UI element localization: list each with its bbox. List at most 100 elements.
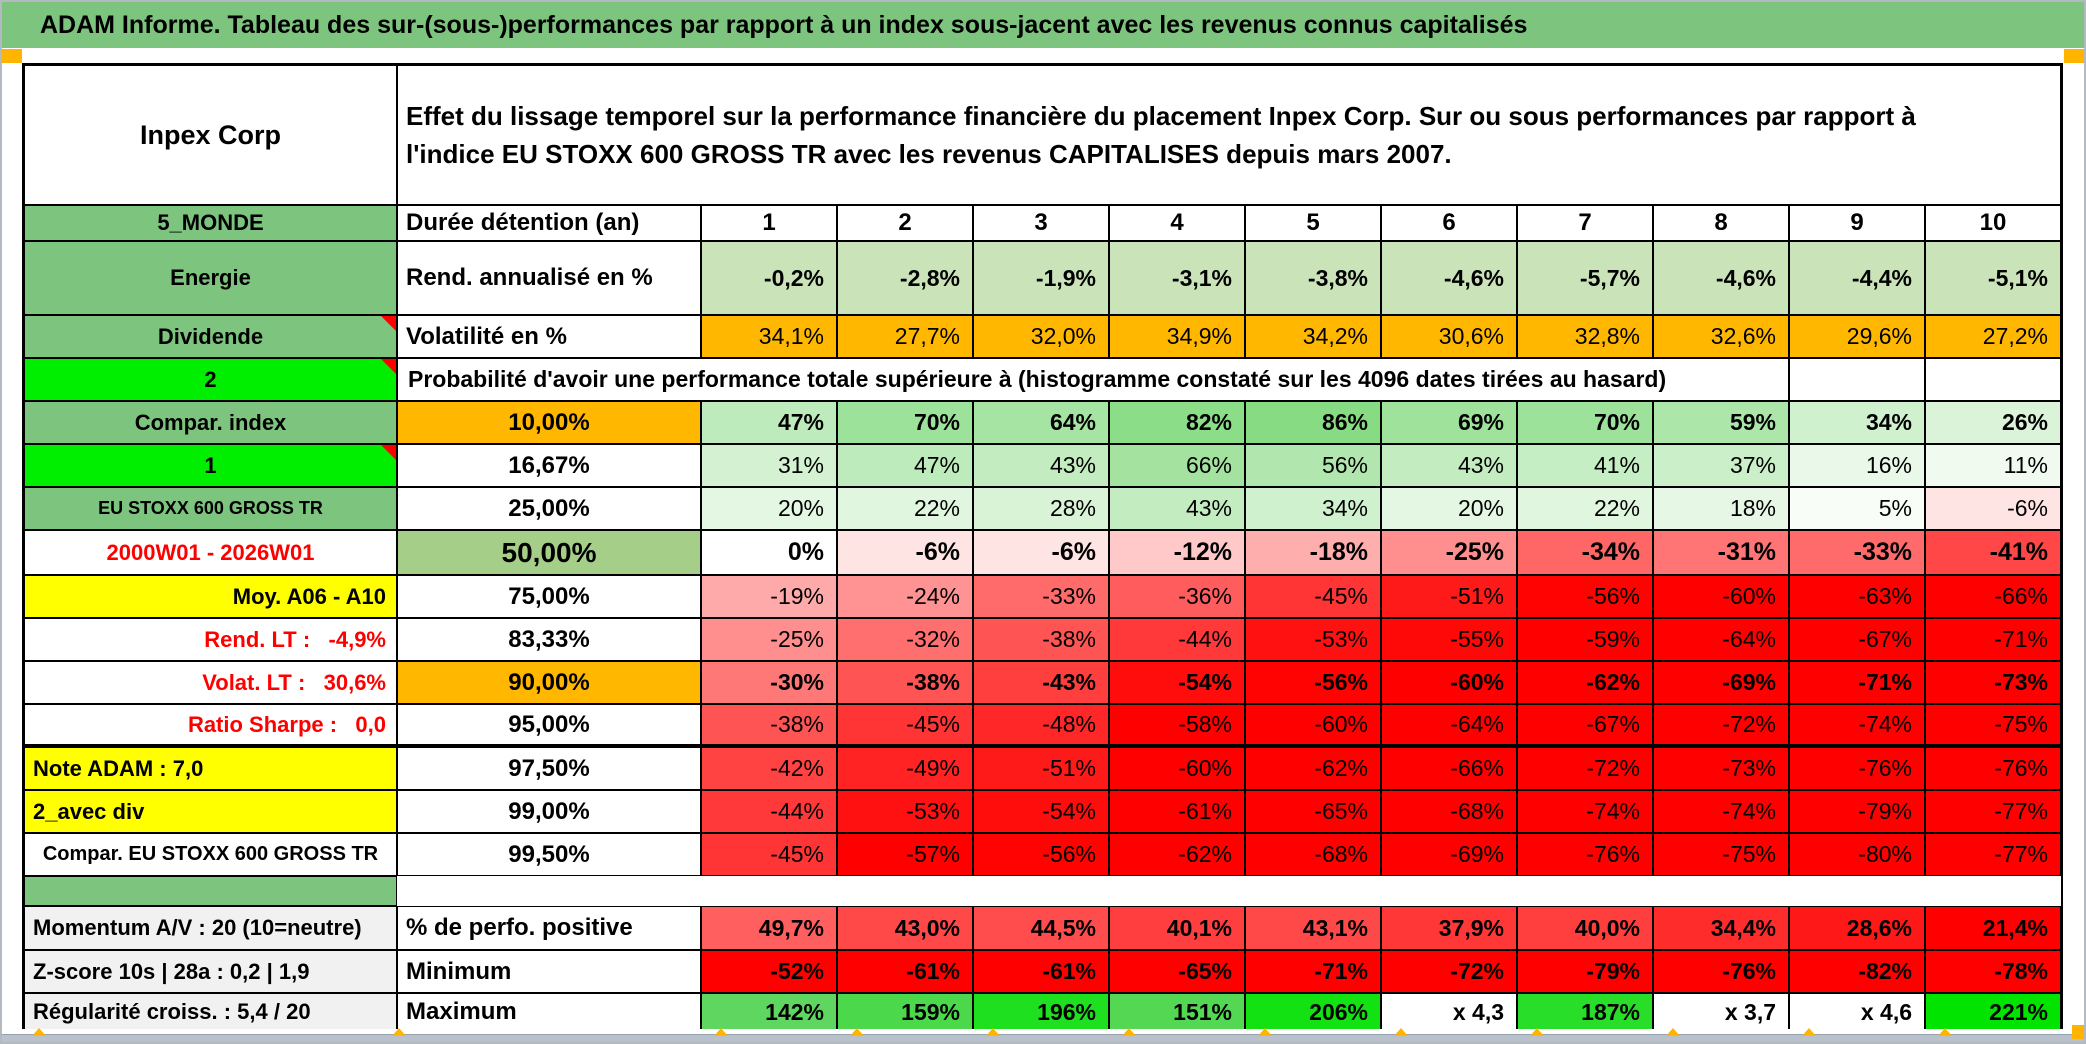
cell-p90-col8[interactable]: -69%: [1653, 661, 1789, 704]
cell-p95-col5[interactable]: -60%: [1245, 704, 1381, 747]
row-label-rend[interactable]: Energie: [24, 241, 397, 315]
cell-p16-col2[interactable]: 47%: [837, 444, 973, 487]
cell-cols-col2[interactable]: 2: [837, 205, 973, 241]
cell-p99-col6[interactable]: -68%: [1381, 790, 1517, 833]
cell-perfo-col6[interactable]: 37,9%: [1381, 906, 1517, 950]
cell-p16-col5[interactable]: 56%: [1245, 444, 1381, 487]
row-sublabel-max[interactable]: Maximum: [397, 993, 701, 1031]
cell-volat-col8[interactable]: 32,6%: [1653, 315, 1789, 358]
cell-perfo-col2[interactable]: 43,0%: [837, 906, 973, 950]
row-label-p10[interactable]: Compar. index: [24, 401, 397, 444]
cell-perfo-col5[interactable]: 43,1%: [1245, 906, 1381, 950]
cell-p16-col9[interactable]: 16%: [1789, 444, 1925, 487]
cell-p50-col2[interactable]: -6%: [837, 530, 973, 575]
cell-volat-col1[interactable]: 34,1%: [701, 315, 837, 358]
row-label-max[interactable]: Régularité croiss. : 5,4 / 20: [24, 993, 397, 1031]
cell-p16-col10[interactable]: 11%: [1925, 444, 2061, 487]
table-description-cell[interactable]: Effet du lissage temporel sur la perform…: [397, 65, 2061, 205]
row-sublabel-p25[interactable]: 25,00%: [397, 487, 701, 530]
cell-max-col8[interactable]: x 3,7: [1653, 993, 1789, 1031]
cell-perfo-col9[interactable]: 28,6%: [1789, 906, 1925, 950]
cell-p25-col4[interactable]: 43%: [1109, 487, 1245, 530]
cell-p95-col7[interactable]: -67%: [1517, 704, 1653, 747]
row-label-p95[interactable]: Ratio Sharpe : 0,0: [24, 704, 397, 747]
row-label-p99[interactable]: 2_avec div: [24, 790, 397, 833]
cell-p83-col5[interactable]: -53%: [1245, 618, 1381, 661]
cell-cols-col4[interactable]: 4: [1109, 205, 1245, 241]
row-label-p16[interactable]: 1: [24, 444, 397, 487]
row-sublabel-p90[interactable]: 90,00%: [397, 661, 701, 704]
cell-p83-col2[interactable]: -32%: [837, 618, 973, 661]
cell-p995-col6[interactable]: -69%: [1381, 833, 1517, 876]
cell-p83-col1[interactable]: -25%: [701, 618, 837, 661]
cell-rend-col10[interactable]: -5,1%: [1925, 241, 2061, 315]
cell-p99-col4[interactable]: -61%: [1109, 790, 1245, 833]
row-label-perfo[interactable]: Momentum A/V : 20 (10=neutre): [24, 906, 397, 950]
cell-p75-col9[interactable]: -63%: [1789, 575, 1925, 618]
cell-perfo-col8[interactable]: 34,4%: [1653, 906, 1789, 950]
cell-perfo-col3[interactable]: 44,5%: [973, 906, 1109, 950]
cell-p10-col4[interactable]: 82%: [1109, 401, 1245, 444]
cell-p75-col10[interactable]: -66%: [1925, 575, 2061, 618]
cell-min-col10[interactable]: -78%: [1925, 950, 2061, 993]
cell-min-col9[interactable]: -82%: [1789, 950, 1925, 993]
cell-p995-col5[interactable]: -68%: [1245, 833, 1381, 876]
cell-p83-col6[interactable]: -55%: [1381, 618, 1517, 661]
cell-p75-col8[interactable]: -60%: [1653, 575, 1789, 618]
cell-max-col1[interactable]: 142%: [701, 993, 837, 1031]
cell-p10-col8[interactable]: 59%: [1653, 401, 1789, 444]
cell-p97-col8[interactable]: -73%: [1653, 747, 1789, 790]
cell-max-col2[interactable]: 159%: [837, 993, 973, 1031]
cell-volat-col6[interactable]: 30,6%: [1381, 315, 1517, 358]
row-label-p50[interactable]: 2000W01 - 2026W01: [24, 530, 397, 575]
cell-p995-col9[interactable]: -80%: [1789, 833, 1925, 876]
cell-volat-col10[interactable]: 27,2%: [1925, 315, 2061, 358]
cell-p90-col7[interactable]: -62%: [1517, 661, 1653, 704]
cell-cols-col6[interactable]: 6: [1381, 205, 1517, 241]
cell-max-col5[interactable]: 206%: [1245, 993, 1381, 1031]
cell-p50-col10[interactable]: -41%: [1925, 530, 2061, 575]
cell-p75-col5[interactable]: -45%: [1245, 575, 1381, 618]
cell-rend-col1[interactable]: -0,2%: [701, 241, 837, 315]
cell-p10-col2[interactable]: 70%: [837, 401, 973, 444]
row-label-spacer[interactable]: [24, 876, 397, 906]
cell-p95-col2[interactable]: -45%: [837, 704, 973, 747]
cell-p90-col3[interactable]: -43%: [973, 661, 1109, 704]
cell-p75-col2[interactable]: -24%: [837, 575, 973, 618]
row-label-cols[interactable]: 5_MONDE: [24, 205, 397, 241]
row-sublabel-rend[interactable]: Rend. annualisé en %: [397, 241, 701, 315]
cell-cols-col1[interactable]: 1: [701, 205, 837, 241]
row-sublabel-p95[interactable]: 95,00%: [397, 704, 701, 747]
cell-p16-col6[interactable]: 43%: [1381, 444, 1517, 487]
cell-volat-col3[interactable]: 32,0%: [973, 315, 1109, 358]
cell-p50-col5[interactable]: -18%: [1245, 530, 1381, 575]
cell-p16-col3[interactable]: 43%: [973, 444, 1109, 487]
cell-p97-col2[interactable]: -49%: [837, 747, 973, 790]
row-label-p83[interactable]: Rend. LT : -4,9%: [24, 618, 397, 661]
cell-p90-col1[interactable]: -30%: [701, 661, 837, 704]
probability-caption-cell[interactable]: Probabilité d'avoir une performance tota…: [397, 358, 1789, 401]
cell-cols-col10[interactable]: 10: [1925, 205, 2061, 241]
cell-min-col3[interactable]: -61%: [973, 950, 1109, 993]
row-label-min[interactable]: Z-score 10s | 28a : 0,2 | 1,9: [24, 950, 397, 993]
cell-p95-col1[interactable]: -38%: [701, 704, 837, 747]
instrument-name-cell[interactable]: Inpex Corp: [24, 65, 397, 205]
cell-rend-col7[interactable]: -5,7%: [1517, 241, 1653, 315]
row-sublabel-p99[interactable]: 99,00%: [397, 790, 701, 833]
cell-p97-col7[interactable]: -72%: [1517, 747, 1653, 790]
cell-p99-col8[interactable]: -74%: [1653, 790, 1789, 833]
row-label-p25[interactable]: EU STOXX 600 GROSS TR: [24, 487, 397, 530]
cell-p95-col9[interactable]: -74%: [1789, 704, 1925, 747]
cell-p995-col2[interactable]: -57%: [837, 833, 973, 876]
cell-min-col6[interactable]: -72%: [1381, 950, 1517, 993]
cell-p83-col8[interactable]: -64%: [1653, 618, 1789, 661]
cell-max-col6[interactable]: x 4,3: [1381, 993, 1517, 1031]
cell-cols-col8[interactable]: 8: [1653, 205, 1789, 241]
cell-p83-col7[interactable]: -59%: [1517, 618, 1653, 661]
row-sublabel-p10[interactable]: 10,00%: [397, 401, 701, 444]
cell-p50-col8[interactable]: -31%: [1653, 530, 1789, 575]
cell-p50-col4[interactable]: -12%: [1109, 530, 1245, 575]
cell-p50-col9[interactable]: -33%: [1789, 530, 1925, 575]
cell-p99-col1[interactable]: -44%: [701, 790, 837, 833]
cell-p10-col9[interactable]: 34%: [1789, 401, 1925, 444]
